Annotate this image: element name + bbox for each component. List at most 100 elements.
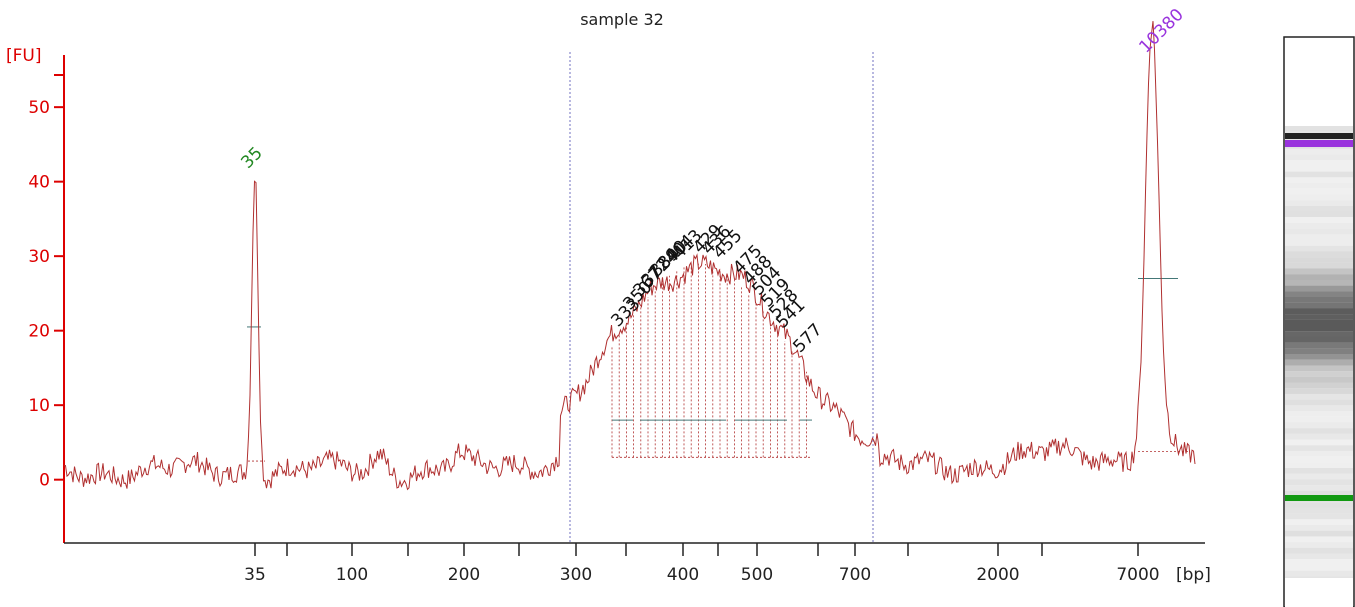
gel-gradient-band — [1285, 530, 1353, 537]
lower-marker-band — [1285, 495, 1353, 501]
gel-gradient-band — [1285, 416, 1353, 423]
gel-gradient-band — [1285, 536, 1353, 543]
x-tick-label: 7000 — [1116, 565, 1159, 585]
gel-gradient-band — [1285, 393, 1353, 400]
upper-marker-label: 10380 — [1135, 5, 1187, 57]
gel-gradient-band — [1285, 462, 1353, 469]
gel-gradient-band — [1285, 519, 1353, 526]
gel-gradient-band — [1285, 439, 1353, 446]
gel-gradient-band — [1285, 148, 1353, 155]
x-tick-label: 700 — [839, 565, 871, 585]
gel-gradient-band — [1285, 365, 1353, 372]
gel-gradient-band — [1285, 165, 1353, 172]
gel-gradient-band — [1285, 194, 1353, 201]
gel-gradient-band — [1285, 211, 1353, 218]
gel-gradient-band — [1285, 274, 1353, 280]
y-tick-label: 20 — [28, 322, 50, 342]
gel-gradient-band — [1285, 473, 1353, 480]
gel-gradient-band — [1285, 308, 1353, 315]
fragment-hatching — [247, 263, 1190, 462]
gel-gradient-band — [1285, 525, 1353, 531]
upper-marker-band — [1285, 140, 1353, 147]
chart-title: sample 32 — [580, 10, 664, 29]
gel-gradient-band — [1285, 450, 1353, 457]
gel-gradient-band — [1285, 336, 1353, 343]
gel-gradient-band — [1285, 222, 1353, 229]
gel-gradient-band — [1285, 553, 1353, 560]
gel-gradient-band — [1285, 291, 1353, 298]
gel-gradient-band — [1285, 245, 1353, 252]
gel-gradient-band — [1285, 205, 1353, 212]
gel-gradient-band — [1285, 468, 1353, 474]
y-axis-unit-label: [FU] — [6, 46, 42, 66]
x-tick-label: 500 — [741, 565, 773, 585]
gel-gradient-band — [1285, 126, 1353, 132]
y-tick-label: 10 — [28, 396, 50, 416]
gel-gradient-band — [1285, 251, 1353, 258]
x-tick-label: 200 — [448, 565, 480, 585]
gel-gradient-band — [1285, 382, 1353, 389]
gel-gradient-band — [1285, 411, 1353, 417]
gel-gradient-band — [1285, 188, 1353, 195]
gel-gradient-band — [1285, 302, 1353, 309]
gel-gradient-band — [1285, 422, 1353, 429]
gel-dark-band — [1285, 133, 1353, 139]
gel-gradient-band — [1285, 268, 1353, 275]
gel-gradient-band — [1285, 490, 1353, 497]
lower-marker-label: 35 — [237, 143, 266, 172]
gel-gradient-band — [1285, 154, 1353, 161]
gel-gradient-band — [1285, 542, 1353, 548]
gel-gradient-band — [1285, 331, 1353, 337]
gel-gradient-band — [1285, 513, 1353, 520]
gel-gradient-band — [1285, 388, 1353, 394]
gel-gradient-band — [1285, 297, 1353, 303]
gel-gradient-band — [1285, 240, 1353, 246]
gel-gradient-band — [1285, 405, 1353, 412]
gel-lane — [1283, 36, 1355, 607]
region-boundary-lines — [569, 52, 874, 543]
gel-gradient-band — [1285, 314, 1353, 320]
gel-gradient-band — [1285, 433, 1353, 440]
y-tick-label: 0 — [39, 471, 50, 491]
gel-gradient-band — [1285, 200, 1353, 206]
gel-gradient-band — [1285, 564, 1353, 571]
gel-gradient-band — [1285, 445, 1353, 451]
gel-gradient-band — [1285, 257, 1353, 263]
gel-gradient-band — [1285, 177, 1353, 184]
gel-gradient-band — [1285, 319, 1353, 326]
gel-gradient-band — [1285, 285, 1353, 292]
gel-gradient-band — [1285, 217, 1353, 223]
x-tick-label: 100 — [336, 565, 368, 585]
gel-gradient-band — [1285, 456, 1353, 463]
gel-gradient-band — [1285, 399, 1353, 406]
gel-bottom-clear — [1285, 578, 1353, 607]
axes: 0 10 20 30 40 50 35 100 200 300 400 500 700 2000 7000 — [28, 55, 1205, 585]
signal-trace — [63, 21, 1196, 491]
gel-gradient-band — [1285, 479, 1353, 486]
gel-gradient-band — [1285, 570, 1353, 577]
y-tick-label: 50 — [28, 98, 50, 118]
gel-gradient-band — [1285, 507, 1353, 514]
gel-gradient-band — [1285, 279, 1353, 286]
gel-gradient-band — [1285, 428, 1353, 434]
gel-gradient-band — [1285, 354, 1353, 360]
gel-gradient-band — [1285, 171, 1353, 178]
gel-gradient-band — [1285, 502, 1353, 508]
x-tick-label: 35 — [244, 565, 266, 585]
fragment-label: 577 — [789, 320, 826, 357]
gel-gradient-band — [1285, 342, 1353, 349]
y-tick-label: 30 — [28, 247, 50, 267]
gel-gradient-band — [1285, 485, 1353, 491]
x-axis-unit-label: [bp] — [1176, 565, 1211, 585]
gel-gradient-band — [1285, 371, 1353, 377]
gel-gradient-band — [1285, 325, 1353, 332]
gel-gradient-band — [1285, 262, 1353, 269]
y-tick-label: 40 — [28, 173, 50, 193]
x-tick-label: 400 — [667, 565, 699, 585]
gel-gradient-band — [1285, 183, 1353, 189]
gel-gradient-band — [1285, 234, 1353, 241]
gel-gradient-band — [1285, 559, 1353, 565]
gel-gradient-band — [1285, 376, 1353, 383]
gel-gradient-band — [1285, 348, 1353, 355]
